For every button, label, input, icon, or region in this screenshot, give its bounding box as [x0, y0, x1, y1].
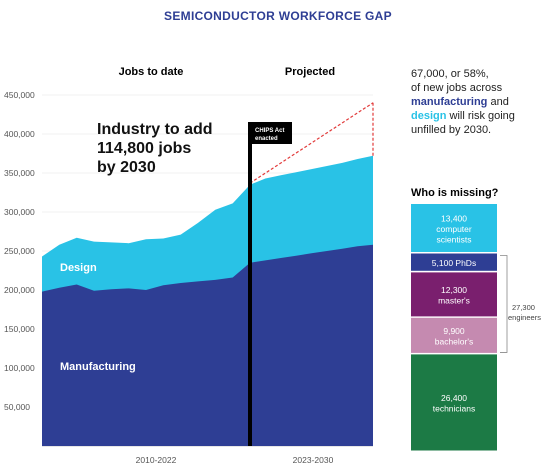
projection-dashed-line [249, 102, 374, 184]
x-label-projected: 2023-2030 [293, 455, 334, 465]
x-label-to-date: 2010-2022 [136, 455, 177, 465]
bracket-label-line2: engineers [508, 313, 541, 322]
note-line5: unfilled by 2030. [411, 124, 491, 136]
annotation-line3: by 2030 [97, 159, 156, 176]
note-highlight-design: design [411, 110, 447, 122]
chart-title: SEMICONDUCTOR WORKFORCE GAP [164, 9, 392, 23]
section-label-projected: Projected [285, 66, 335, 78]
bar-segment-label: bachelor's [435, 336, 473, 346]
bar-segment-label: computer [436, 224, 472, 234]
bar-segment-label: technicians [433, 404, 476, 414]
y-tick-label: 400,000 [4, 129, 35, 139]
bar-segment-label: 12,300 [441, 285, 467, 295]
y-tick-label: 150,000 [4, 324, 35, 334]
annotation-line2: 114,800 jobs [97, 140, 191, 157]
annotation-line1: Industry to add [97, 121, 213, 138]
bar-segment-phds [411, 253, 497, 271]
bar-segment-bachelors [411, 317, 497, 353]
note-line2: of new jobs across [411, 82, 503, 94]
manufacturing-series-label: Manufacturing [60, 361, 136, 373]
note-highlight-manufacturing: manufacturing [411, 96, 487, 108]
manufacturing-area [42, 244, 373, 446]
bar-segment-label: 9,900 [443, 326, 465, 336]
design-series-label: Design [60, 262, 97, 274]
y-tick-label: 200,000 [4, 285, 35, 295]
chips-act-box [248, 122, 292, 144]
bar-segment-technicians [411, 354, 497, 451]
bracket-label-line1: 27,300 [512, 303, 535, 312]
note-line3-rest: and [487, 96, 508, 108]
bar-segment-label: 5,100 PhDs [432, 258, 476, 268]
note-line1: 67,000, or 58%, [411, 68, 489, 80]
note-line4-rest: will risk going [446, 110, 514, 122]
y-tick-label: 100,000 [4, 363, 35, 373]
note-line3: manufacturing and [411, 96, 509, 108]
chips-act-line [248, 122, 252, 446]
note-line4: design will risk going [411, 110, 515, 122]
chips-act-label-line2: enacted [255, 136, 278, 142]
y-tick-label: 250,000 [4, 246, 35, 256]
bar-segment-label: scientists [437, 234, 472, 244]
bar-segment-label: master's [438, 295, 470, 305]
chips-act-label-line1: CHIPS Act [255, 128, 284, 134]
missing-title: Who is missing? [411, 187, 499, 199]
bar-segment-computer_scientists [411, 204, 497, 252]
bar-segment-label: 13,400 [441, 213, 467, 223]
y-tick-label: 300,000 [4, 207, 35, 217]
y-tick-label: 450,000 [4, 90, 35, 100]
y-tick-label: 50,000 [4, 402, 30, 412]
bar-segment-label: 26,400 [441, 393, 467, 403]
bar-segment-masters [411, 272, 497, 317]
y-axis-ticks: 450,000 400,000 350,000 300,000 250,000 200,0… [4, 90, 35, 412]
section-label-to-date: Jobs to date [119, 66, 184, 78]
y-tick-label: 350,000 [4, 168, 35, 178]
engineers-bracket [500, 255, 508, 353]
